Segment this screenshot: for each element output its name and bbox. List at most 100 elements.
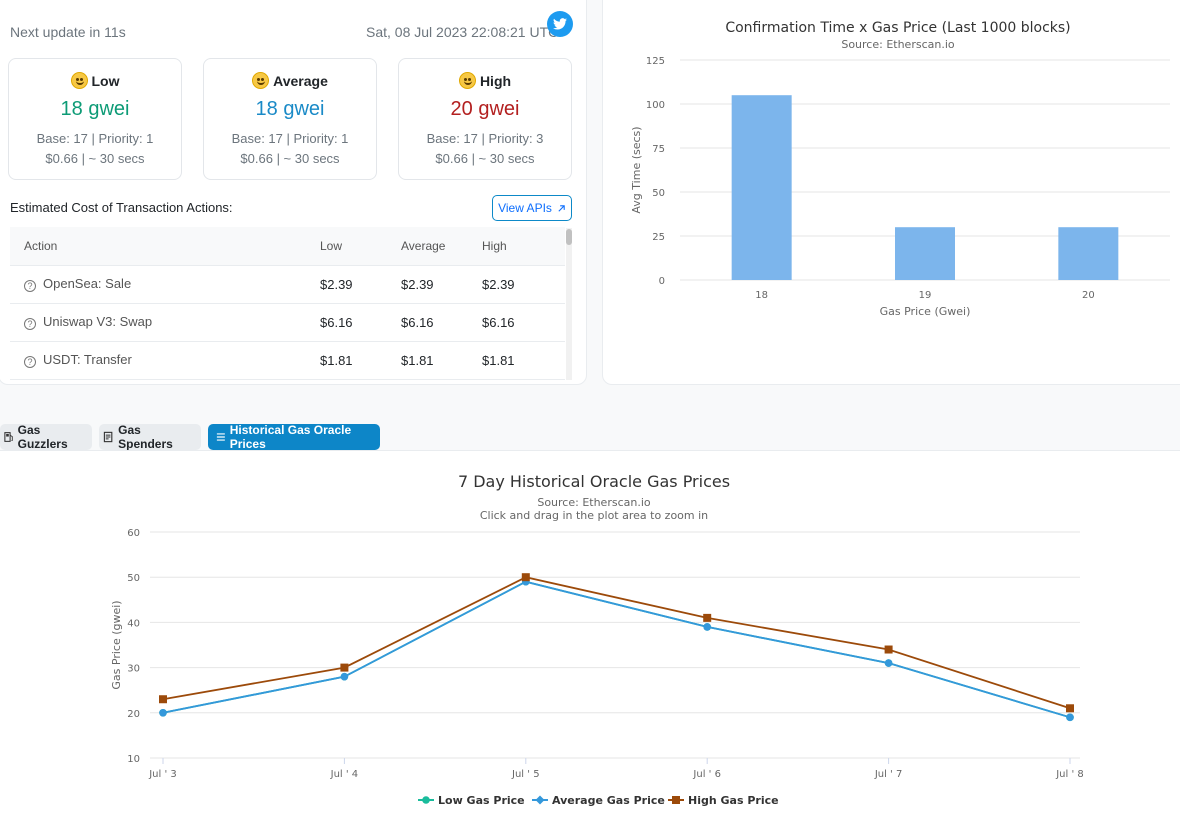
series-point [1066, 713, 1074, 722]
tab-label: Historical Gas Oracle Prices [229, 423, 352, 451]
tab-label: Gas Guzzlers [17, 423, 68, 451]
y-tick-label: 20 [127, 709, 140, 720]
y-tick-label: 50 [652, 188, 665, 199]
grinning-face-icon [70, 72, 88, 89]
chart-title: 7 Day Historical Oracle Gas Prices [458, 472, 730, 491]
table-row: ? OpenSea: Sale $2.39 $2.39 $2.39 [10, 265, 565, 304]
y-axis-label: Avg Time (secs) [630, 126, 643, 213]
historical-gas-prices-chart[interactable]: 7 Day Historical Oracle Gas Prices Source… [0, 451, 1180, 813]
list-icon [216, 433, 225, 441]
series-point [672, 796, 680, 804]
tab-historical-gas-oracle-prices[interactable]: Historical Gas Oracle Prices [208, 423, 380, 451]
tier-price: 20 gwei [450, 98, 520, 120]
smiling-face-icon [252, 72, 270, 89]
y-tick-label: 25 [652, 232, 665, 243]
gas-tier-high: High 20 gwei Base: 17 | Priority: 3 $0.66… [398, 58, 572, 180]
y-tick-label: 60 [127, 528, 140, 539]
table-scrollbar[interactable] [566, 228, 572, 380]
action-name: OpenSea: Sale [43, 276, 132, 291]
series-point [159, 695, 167, 704]
timestamp: Sat, 08 Jul 2023 22:08:21 UTC [366, 24, 559, 40]
series-point [422, 796, 430, 804]
estimated-cost-title: Estimated Cost of Transaction Actions: [10, 200, 233, 215]
y-tick-label: 10 [127, 754, 140, 765]
receipt-icon [103, 431, 113, 443]
question-circle-icon[interactable]: ? [24, 280, 36, 292]
table-row: ? USDT: Transfer $1.81 $1.81 $1.81 [10, 341, 565, 380]
view-apis-button[interactable]: View APIs [492, 195, 572, 221]
x-tick-label: Jul ' 6 [692, 769, 721, 780]
y-tick-label: 100 [646, 100, 665, 111]
gas-tier-low: Low 18 gwei Base: 17 | Priority: 1 $0.66 … [8, 58, 182, 180]
historical-prices-panel [0, 450, 1180, 813]
table-row: ? Uniswap V3: Swap $6.16 $6.16 $6.16 [10, 303, 565, 342]
chart-subtitle-zoom-hint: Click and drag in the plot area to zoom … [480, 509, 708, 522]
series-point [884, 645, 893, 654]
tier-cost-time: $0.66 | ~ 30 secs [45, 151, 145, 166]
tab-gas-spenders[interactable]: Gas Spenders [99, 423, 201, 451]
average-cost: $1.81 [387, 341, 468, 380]
series-point [159, 709, 167, 717]
x-axis-label: Gas Price (Gwei) [880, 305, 971, 318]
transaction-actions-table: Action Low Average High ? OpenSea: Sale $… [10, 227, 565, 380]
column-header: High [468, 227, 565, 266]
series-line [162, 576, 1071, 710]
table-scrollbar-thumb[interactable] [566, 229, 572, 245]
question-circle-icon[interactable]: ? [24, 318, 36, 330]
y-tick-label: 75 [652, 144, 665, 155]
gas-tier-average: Average 18 gwei Base: 17 | Priority: 1 $0… [203, 58, 377, 180]
tier-base-priority: Base: 17 | Priority: 3 [426, 131, 544, 146]
series-point [1066, 704, 1074, 713]
next-update-text: Next update in 11s [10, 24, 126, 40]
series-line [162, 580, 1071, 719]
action-name: Uniswap V3: Swap [43, 314, 153, 329]
tier-price: 18 gwei [60, 98, 130, 120]
tier-label: Average [273, 72, 328, 89]
high-cost: $2.39 [468, 265, 565, 304]
y-tick-label: 125 [646, 56, 665, 67]
bar [1058, 227, 1119, 280]
tier-cost-time: $0.66 | ~ 30 secs [435, 151, 535, 166]
high-cost: $1.81 [468, 341, 565, 380]
x-tick-label: 19 [919, 290, 932, 301]
x-tick-label: Jul ' 7 [874, 769, 903, 780]
slight-smile-icon [458, 72, 476, 89]
tier-base-priority: Base: 17 | Priority: 1 [36, 131, 154, 146]
series-point [884, 659, 893, 667]
x-tick-label: Jul ' 4 [330, 769, 359, 780]
series-point [340, 672, 349, 681]
y-tick-label: 30 [127, 664, 140, 675]
question-circle-icon[interactable]: ? [24, 356, 36, 368]
series-point [340, 663, 349, 672]
x-tick-label: 18 [755, 290, 768, 301]
x-tick-label: 20 [1082, 290, 1095, 301]
bar [895, 227, 955, 280]
chart-title: Confirmation Time x Gas Price (Last 1000… [725, 20, 1070, 36]
column-header: Action [10, 227, 306, 266]
legend-item-label: Low Gas Price [438, 794, 525, 807]
y-axis-label: Gas Price (gwei) [110, 600, 123, 689]
series-point [703, 623, 711, 631]
gas-pump-icon [4, 432, 13, 442]
tier-cost-time: $0.66 | ~ 30 secs [240, 151, 340, 166]
tab-gas-guzzlers[interactable]: Gas Guzzlers [0, 423, 92, 451]
low-cost: $2.39 [306, 265, 387, 304]
tier-base-priority: Base: 17 | Priority: 1 [231, 131, 349, 146]
series-point [521, 573, 530, 582]
twitter-icon[interactable] [547, 11, 573, 37]
y-tick-label: 40 [127, 618, 140, 629]
series-line [162, 580, 1071, 719]
x-tick-label: Jul ' 5 [511, 769, 540, 780]
confirmation-time-chart[interactable]: Confirmation Time x Gas Price (Last 1000… [602, 0, 1180, 384]
x-tick-label: Jul ' 8 [1055, 769, 1084, 780]
chart-subtitle: Source: Etherscan.io [841, 38, 955, 51]
tab-label: Gas Spenders [118, 423, 173, 451]
column-header: Low [306, 227, 387, 266]
tier-label: High [479, 72, 512, 89]
low-cost: $6.16 [306, 303, 387, 342]
x-tick-label: Jul ' 3 [148, 769, 177, 780]
view-apis-label: View APIs [498, 201, 552, 215]
series-point [703, 613, 712, 622]
tier-label: Low [91, 72, 120, 89]
legend-item-label: High Gas Price [688, 794, 779, 807]
